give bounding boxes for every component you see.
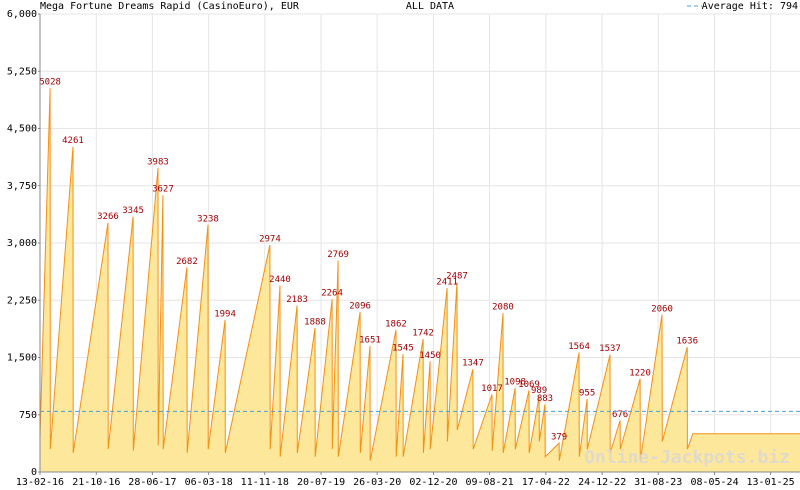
data-label: 1862: [385, 319, 407, 329]
data-label: 2682: [176, 257, 198, 267]
data-label: 3266: [97, 212, 119, 222]
data-label: 2440: [269, 275, 291, 285]
data-label: 2411: [436, 277, 458, 287]
data-label: 2060: [651, 304, 673, 314]
data-label: 1888: [304, 317, 326, 327]
x-tick-label: 17-04-22: [522, 477, 570, 488]
x-tick-label: 21-10-16: [72, 477, 120, 488]
x-tick-label: 26-03-20: [353, 477, 401, 488]
data-label: 883: [537, 394, 553, 404]
data-label: 379: [551, 433, 567, 443]
x-tick-label: 28-06-17: [128, 477, 176, 488]
data-label: 1347: [462, 359, 484, 369]
y-tick-label: 6,000: [7, 9, 37, 20]
y-tick-label: 3,000: [7, 238, 37, 249]
data-label: 1564: [568, 342, 590, 352]
data-label: 1098: [504, 378, 526, 388]
y-tick-label: 3,750: [7, 181, 37, 192]
data-label: 3238: [197, 214, 219, 224]
data-label: 2183: [286, 295, 308, 305]
x-tick-label: 11-11-18: [241, 477, 289, 488]
data-label: 1545: [392, 344, 414, 354]
legend-label: Average Hit: 794: [702, 1, 798, 12]
chart-title: Mega Fortune Dreams Rapid (CasinoEuro), …: [40, 1, 300, 12]
data-label: 955: [579, 389, 595, 399]
data-label: 1636: [676, 337, 698, 347]
area-line: [39, 88, 800, 461]
y-tick-label: 1,500: [7, 353, 37, 364]
data-label: 989: [531, 386, 547, 396]
x-tick-label: 31-08-23: [634, 477, 682, 488]
x-tick-label: 08-05-24: [690, 477, 738, 488]
data-label: 1537: [599, 344, 621, 354]
data-label: 1069: [518, 380, 540, 390]
data-label: 2487: [446, 272, 468, 282]
y-tick-label: 2,250: [7, 295, 37, 306]
y-tick-label: 4,500: [7, 124, 37, 135]
data-label: 3627: [152, 185, 174, 195]
data-label: 1742: [412, 329, 434, 339]
x-tick-label: 13-01-25: [747, 477, 795, 488]
data-label: 2080: [492, 303, 514, 313]
data-label: 1017: [481, 384, 503, 394]
data-label: 1220: [629, 368, 651, 378]
data-label: 676: [612, 410, 628, 420]
x-tick-label: 06-03-18: [185, 477, 233, 488]
data-label: 2096: [349, 302, 371, 312]
watermark: Online-Jackpots.biz: [584, 447, 790, 468]
data-label: 1450: [419, 351, 441, 361]
data-label: 1994: [214, 309, 236, 319]
data-label: 3983: [147, 157, 169, 167]
x-tick-label: 09-08-21: [465, 477, 513, 488]
y-tick-label: 0: [31, 467, 37, 478]
data-label: 5028: [39, 78, 61, 88]
data-label: 2974: [259, 234, 281, 244]
x-tick-label: 24-12-22: [578, 477, 626, 488]
x-tick-label: 20-07-19: [297, 477, 345, 488]
data-label: 1651: [359, 335, 381, 345]
y-tick-label: 5,250: [7, 66, 37, 77]
data-label: 4261: [62, 136, 84, 146]
data-label: 2769: [327, 250, 349, 260]
y-tick-label: 750: [19, 410, 37, 421]
x-tick-label: 02-12-20: [409, 477, 457, 488]
data-label: 3345: [122, 206, 144, 216]
data-label: 2264: [321, 289, 343, 299]
chart-subtitle: ALL DATA: [406, 1, 454, 12]
x-tick-label: 13-02-16: [16, 477, 64, 488]
